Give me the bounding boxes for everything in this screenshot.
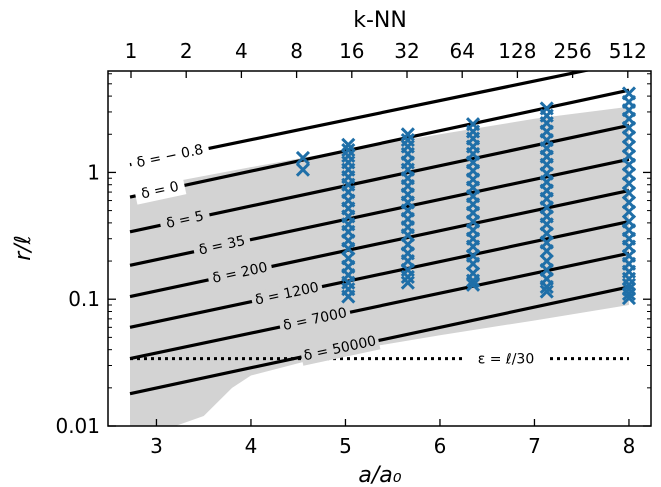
data-point <box>465 277 481 292</box>
delta-line-label-bg <box>129 139 211 174</box>
x-axis-title: a/a₀ <box>358 463 401 487</box>
x-tick-label: 4 <box>245 434 258 458</box>
data-point <box>341 137 356 152</box>
top-tick-label: 4 <box>235 39 248 63</box>
y-axis-title: r/ℓ <box>11 235 36 261</box>
delta-line <box>129 71 591 167</box>
delta-line-label-bg <box>250 277 324 311</box>
data-point <box>341 289 356 304</box>
delta-line-label-bg <box>192 231 252 261</box>
data-point <box>295 162 310 177</box>
data-point <box>621 291 637 306</box>
delta-line <box>129 285 630 396</box>
data-point <box>295 150 310 166</box>
data-point <box>621 286 637 302</box>
data-point <box>400 275 415 290</box>
data-point <box>539 279 554 294</box>
data-point <box>465 273 481 288</box>
x-tick-label: 7 <box>528 434 541 458</box>
delta-line-label: δ = 5 <box>165 208 206 232</box>
delta-line <box>129 219 630 329</box>
top-tick-label: 2 <box>180 39 193 63</box>
top-tick-label: 128 <box>498 39 536 63</box>
x-tick-label: 6 <box>434 434 447 458</box>
delta-line-label-bg <box>299 331 381 366</box>
data-points-layer <box>295 86 637 306</box>
x-tick-label: 8 <box>623 434 636 458</box>
delta-line-label: δ = − 0.8 <box>135 142 204 171</box>
delta-line-label-bg <box>206 257 274 289</box>
delta-line-label-bg <box>278 303 352 336</box>
plot-frame <box>107 70 652 427</box>
top-tick-label: 64 <box>449 39 474 63</box>
y-tick-label: 1 <box>87 160 100 184</box>
x-tick-label: 5 <box>339 434 352 458</box>
data-point <box>400 127 415 142</box>
x-tick-label: 3 <box>150 434 163 458</box>
delta-line-label: δ = 0 <box>140 179 181 203</box>
delta-line-label-bg <box>133 176 187 205</box>
y-tick-label: 0.01 <box>55 414 100 438</box>
data-point <box>400 269 415 284</box>
data-point <box>341 143 356 158</box>
top-tick-label: 32 <box>394 39 419 63</box>
top-tick-label: 8 <box>290 39 303 63</box>
data-point <box>539 284 554 299</box>
top-tick-label: 256 <box>554 39 592 63</box>
top-tick-label: 16 <box>339 39 364 63</box>
top-axis-title: k-NN <box>353 8 407 33</box>
delta-line-label-bg <box>158 206 212 235</box>
epsilon-label-bg <box>466 348 546 369</box>
axis-ticks-layer: 3 4 5 6 7 8 1 2 4 8 16 32 64 128 256 512 1 0.1 0.01 <box>55 39 651 458</box>
y-tick-label: 0.1 <box>68 287 100 311</box>
epsilon-line-label: ε = ℓ/30 <box>478 352 535 368</box>
top-tick-label: 512 <box>609 39 647 63</box>
top-tick-label: 1 <box>125 39 138 63</box>
